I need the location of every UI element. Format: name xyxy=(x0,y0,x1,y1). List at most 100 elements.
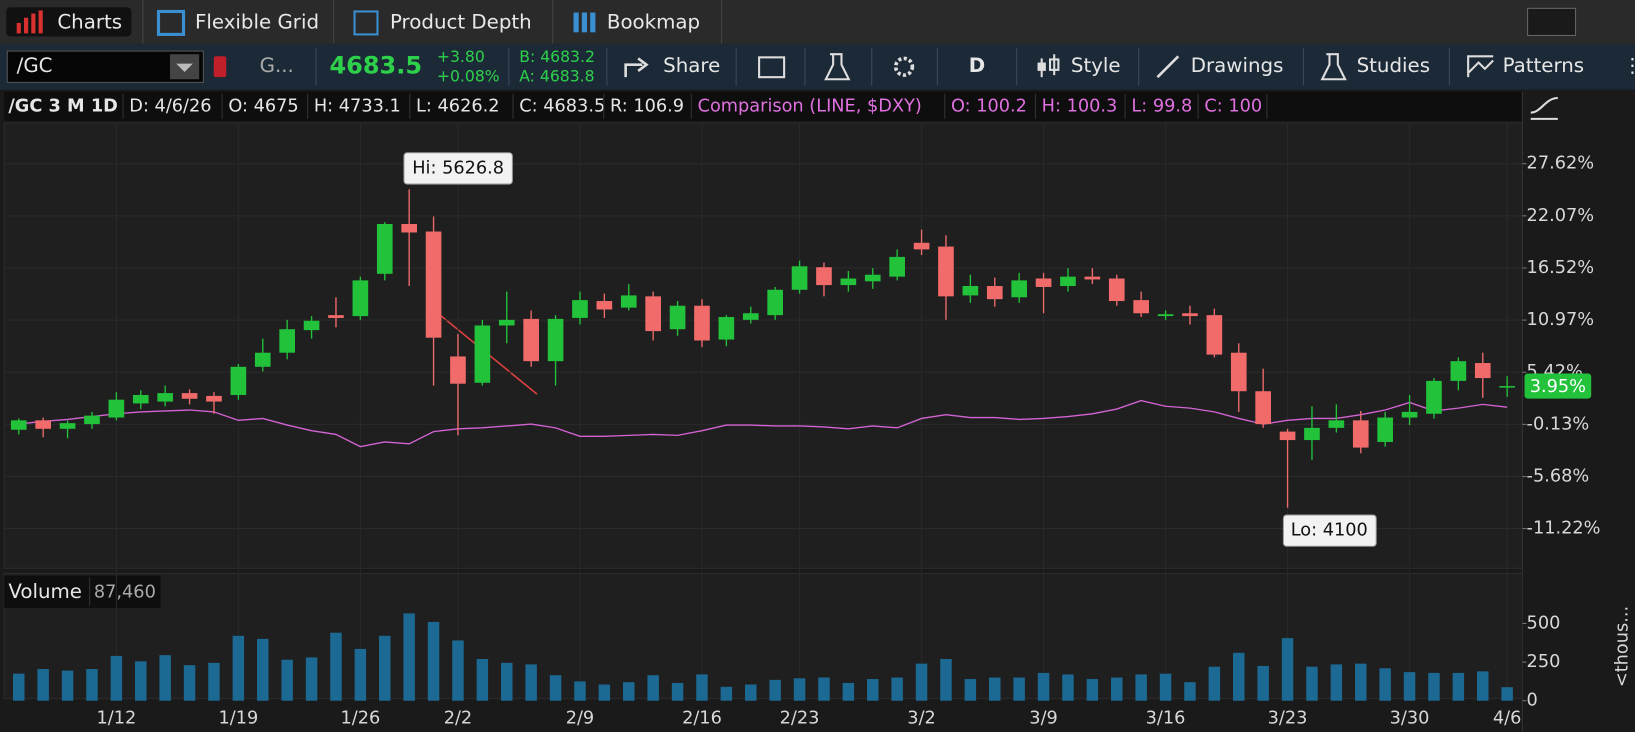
volume-bar xyxy=(476,658,489,701)
candle-body xyxy=(1499,386,1515,388)
candle-body xyxy=(352,280,369,317)
candle-body xyxy=(1328,420,1345,428)
volume-bar xyxy=(867,679,879,701)
icon xyxy=(624,57,649,78)
y-tick-label: 16.52% xyxy=(1527,258,1595,278)
volume-bar xyxy=(1062,674,1074,701)
volume-bar xyxy=(1477,671,1489,701)
candle-body xyxy=(1157,314,1174,317)
candle-body xyxy=(1011,280,1027,298)
tab[interactable]: Product Depth xyxy=(353,10,532,36)
drawings-button[interactable]: Drawings xyxy=(1156,54,1283,79)
studies-button[interactable]: Studies xyxy=(1320,53,1430,81)
patterns-button[interactable]: Patterns xyxy=(1467,54,1584,78)
axis-settings-button[interactable] xyxy=(1530,96,1558,120)
candle-body xyxy=(108,399,125,418)
volume-bar xyxy=(1208,666,1221,701)
volume-bar xyxy=(232,635,245,701)
candle-body xyxy=(279,329,295,353)
tab[interactable]: Charts xyxy=(6,7,132,37)
tab-label: Bookmap xyxy=(607,10,700,33)
candle-body xyxy=(84,415,100,425)
volume-bar xyxy=(427,621,440,701)
info-item: L: 4626.2 xyxy=(416,96,499,116)
y-tick-label: 27.62% xyxy=(1527,154,1595,174)
tab[interactable]: Bookmap xyxy=(573,10,701,33)
more-button[interactable]: ⋮ xyxy=(1622,54,1635,77)
aggregation-button[interactable]: D xyxy=(969,54,985,77)
volume-bar xyxy=(13,673,25,701)
volume-bar xyxy=(525,664,537,701)
candle-body xyxy=(1377,417,1393,442)
dropdown-arrow xyxy=(176,63,193,72)
settings-button[interactable] xyxy=(893,56,915,77)
x-tick-label: 1/12 xyxy=(96,708,136,728)
volume-bar xyxy=(452,640,464,701)
icon xyxy=(581,12,588,33)
icon xyxy=(23,17,29,34)
candle-body xyxy=(132,394,149,404)
volume-bar xyxy=(1281,638,1294,701)
volume-bar xyxy=(159,655,171,701)
candle-body xyxy=(498,319,515,326)
x-tick-label: 3/9 xyxy=(1029,708,1058,728)
net-change-percent: +0.08% xyxy=(437,67,500,86)
icon xyxy=(1156,55,1180,79)
candle-body xyxy=(1255,391,1271,425)
volume-bar xyxy=(671,682,684,701)
volume-bar xyxy=(208,662,220,701)
y-tick-label: -0.13% xyxy=(1527,414,1590,434)
volume-bar xyxy=(818,677,830,701)
volume-bar xyxy=(915,663,928,701)
volume-bar xyxy=(1184,682,1196,701)
icon xyxy=(590,12,596,33)
volume-bar xyxy=(1257,665,1269,701)
volume-bar xyxy=(281,659,293,701)
tab[interactable]: Flexible Grid xyxy=(156,9,319,36)
volume-bar xyxy=(696,674,708,701)
volume-bar xyxy=(1403,672,1416,701)
volume-bar xyxy=(379,635,391,701)
candle-body xyxy=(669,305,686,330)
candle-body xyxy=(157,393,173,402)
bid: B: 4683.2 xyxy=(519,47,595,66)
share-button[interactable]: Share xyxy=(624,54,721,78)
volume-bar xyxy=(891,677,903,701)
chart-symbol: /GC 3 M 1D xyxy=(8,96,118,116)
icon xyxy=(1467,55,1494,78)
candle-body xyxy=(35,420,51,429)
x-tick-label: 2/9 xyxy=(566,708,595,728)
volume-bar xyxy=(964,679,977,701)
volume-bar xyxy=(183,665,196,701)
info-button[interactable] xyxy=(758,56,786,79)
flask-button[interactable] xyxy=(824,53,851,81)
volume-bar xyxy=(842,682,855,701)
y-tick-label: -5.68% xyxy=(1527,467,1590,487)
style-button[interactable]: Style xyxy=(1037,54,1121,77)
tab-active-bg xyxy=(6,7,132,37)
candle-body xyxy=(1108,278,1125,302)
last-value-badge xyxy=(1524,373,1592,399)
candle-body xyxy=(425,231,442,338)
alert-icon[interactable] xyxy=(213,56,227,78)
candle-body xyxy=(962,286,979,296)
window-button[interactable] xyxy=(1527,7,1577,36)
volume-value: 87,460 xyxy=(94,582,156,602)
candle-body xyxy=(645,296,661,332)
candle-body xyxy=(328,315,344,318)
candle-body xyxy=(376,224,393,274)
icon xyxy=(16,22,21,34)
candle-body xyxy=(742,313,759,320)
volume-bar xyxy=(720,686,733,701)
candle-body xyxy=(254,352,271,367)
lo-label-box xyxy=(1282,514,1377,547)
candle-body xyxy=(1084,276,1101,280)
tab-bar xyxy=(0,0,1635,44)
volume-bar xyxy=(61,670,74,701)
tab-label: Product Depth xyxy=(390,10,532,33)
volume-bar xyxy=(1233,652,1245,701)
comparison-label: Comparison (LINE, $DXY) xyxy=(698,96,922,116)
candle-body xyxy=(1182,313,1198,317)
description: G... xyxy=(260,54,294,77)
